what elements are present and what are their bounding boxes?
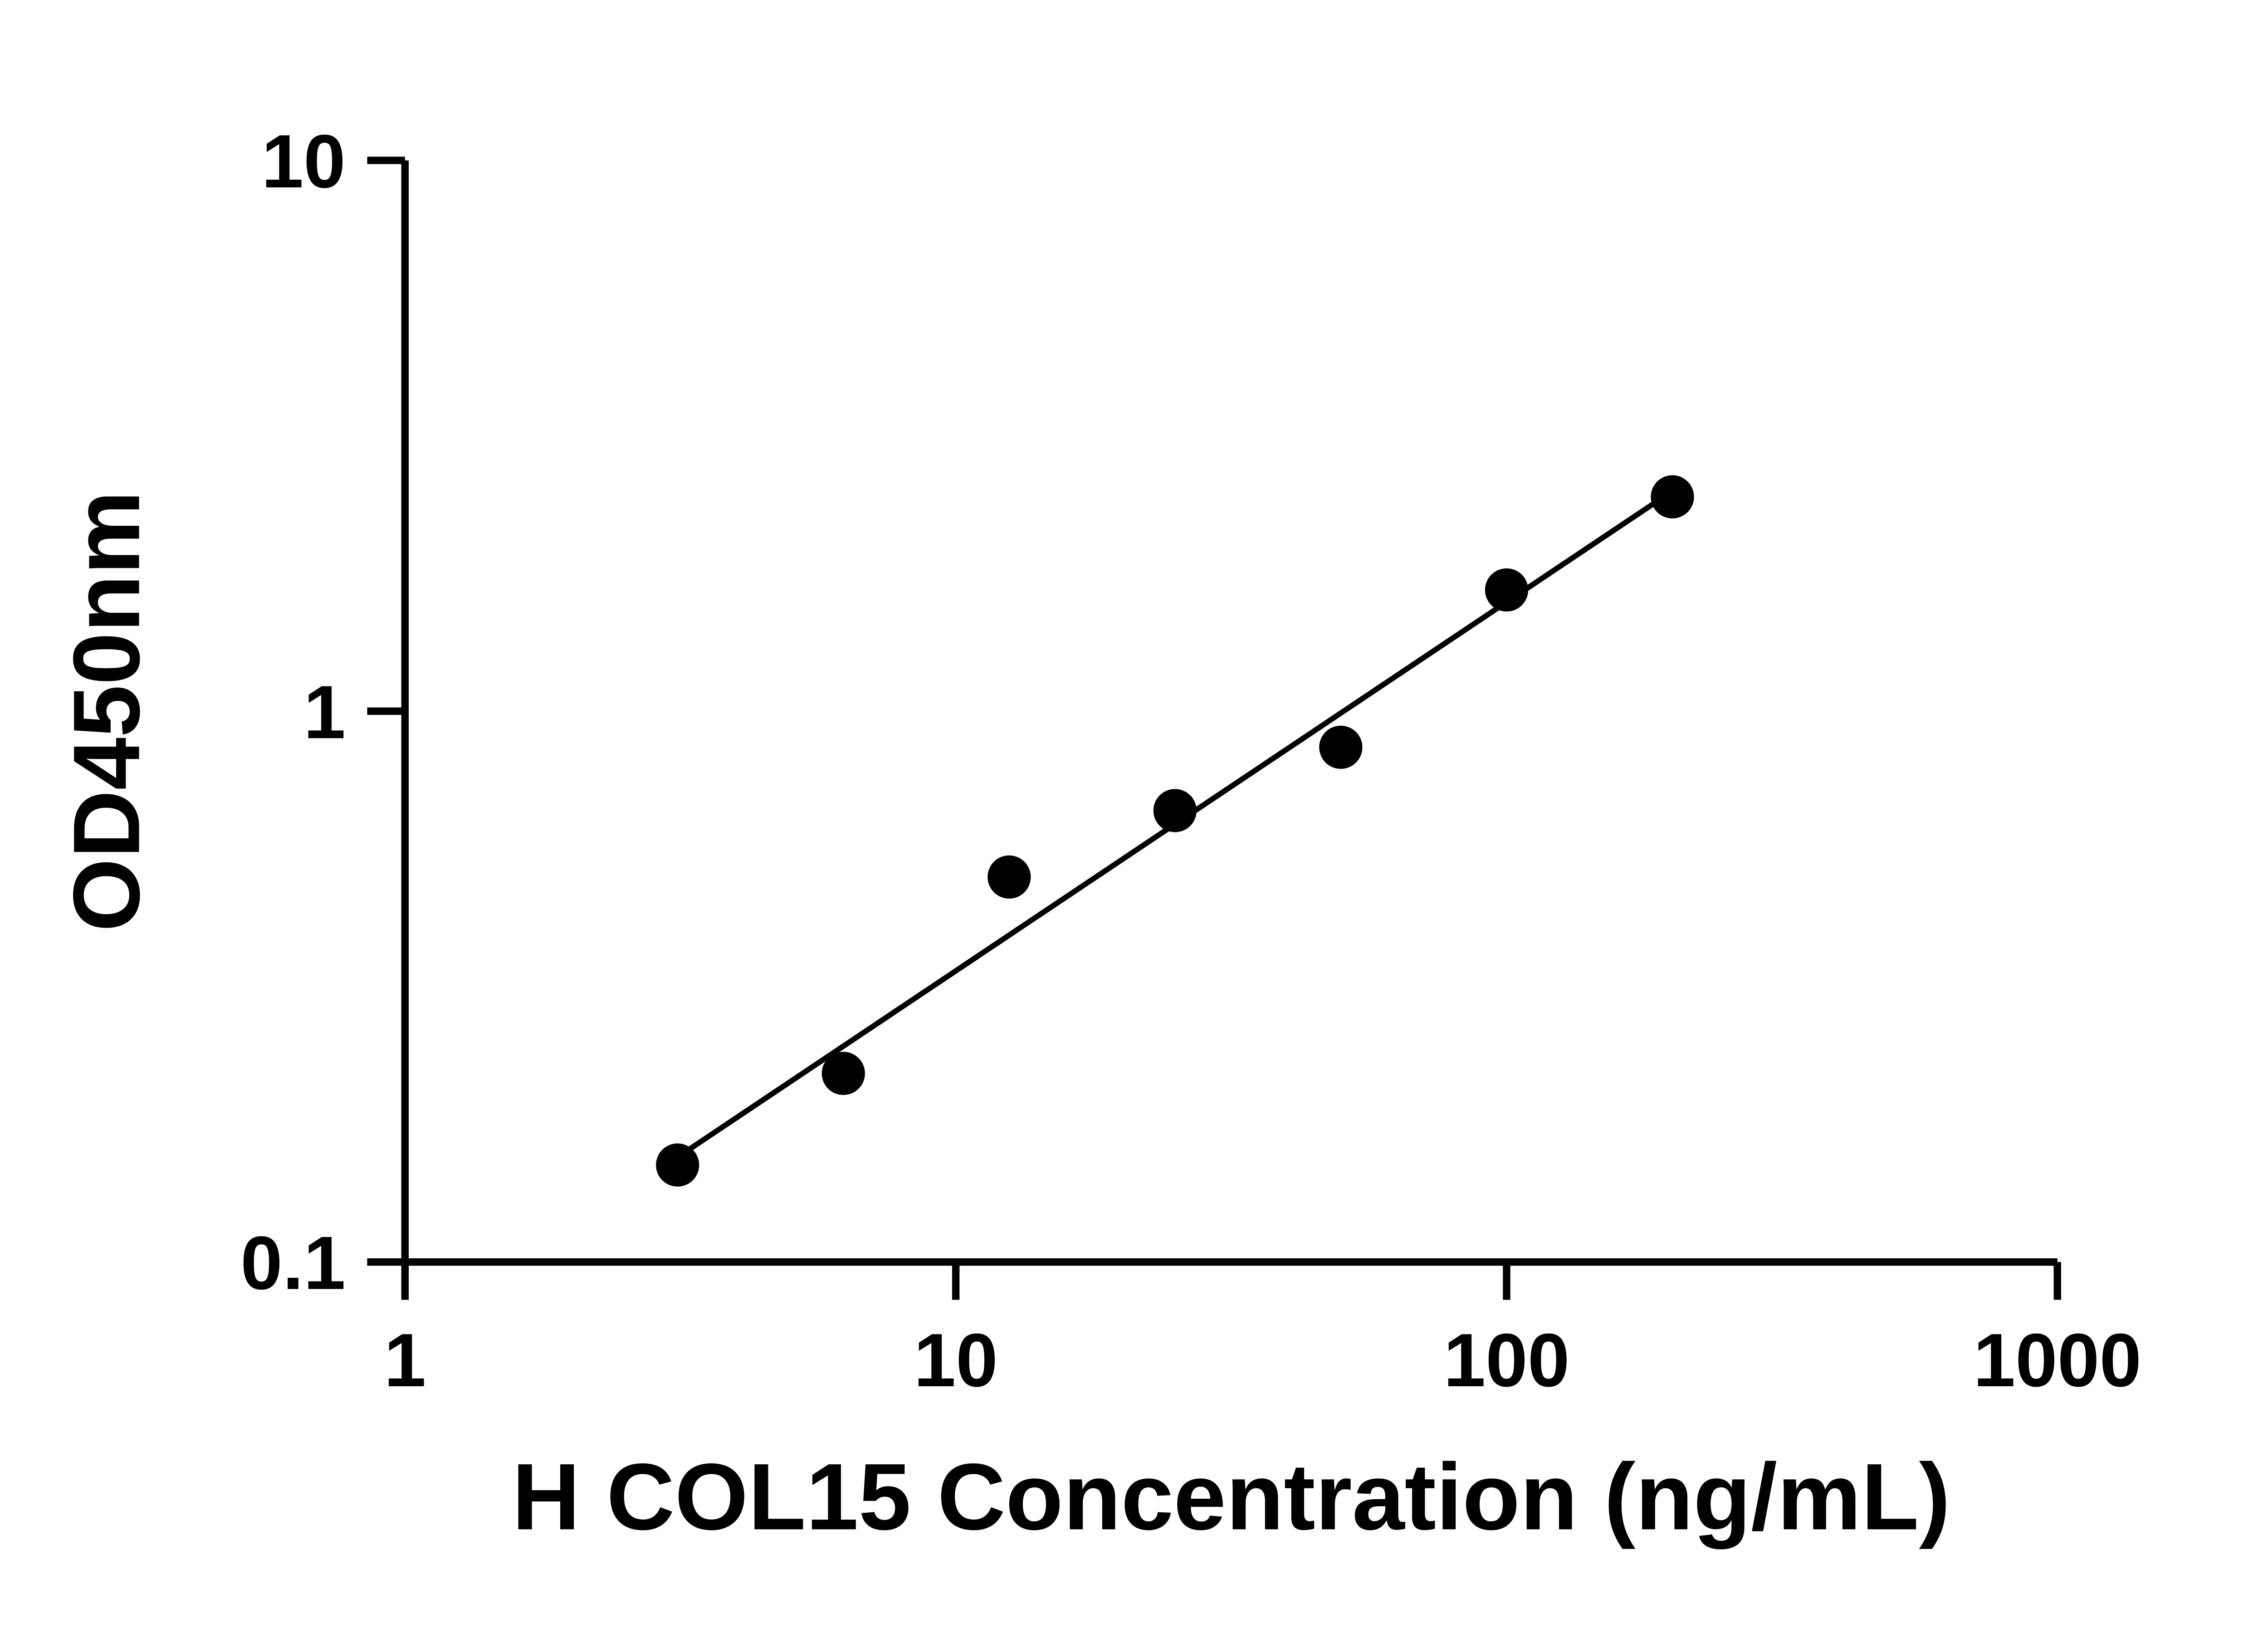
y-axis-title: OD450nm xyxy=(54,491,160,932)
data-point xyxy=(987,855,1031,899)
data-point xyxy=(1485,568,1529,612)
data-point xyxy=(1153,789,1197,832)
axis-spine xyxy=(401,160,2058,1266)
x-tick-label: 100 xyxy=(1443,1318,1569,1403)
x-tick-label: 10 xyxy=(914,1318,997,1403)
y-tick-label: 1 xyxy=(303,670,346,754)
plot-area: 1 10 100 1000 10 1 0.1 xyxy=(240,119,2141,1403)
data-point xyxy=(1319,725,1363,769)
data-point xyxy=(821,1051,865,1095)
data-point xyxy=(656,1143,699,1187)
data-point xyxy=(1651,475,1694,518)
y-tick-label: 10 xyxy=(262,119,346,204)
y-tick-label: 0.1 xyxy=(240,1221,346,1305)
x-axis-title: H COL15 Concentration (ng/mL) xyxy=(512,1444,1950,1550)
x-tick-label: 1 xyxy=(384,1318,426,1403)
x-tick-label: 1000 xyxy=(1973,1318,2141,1403)
